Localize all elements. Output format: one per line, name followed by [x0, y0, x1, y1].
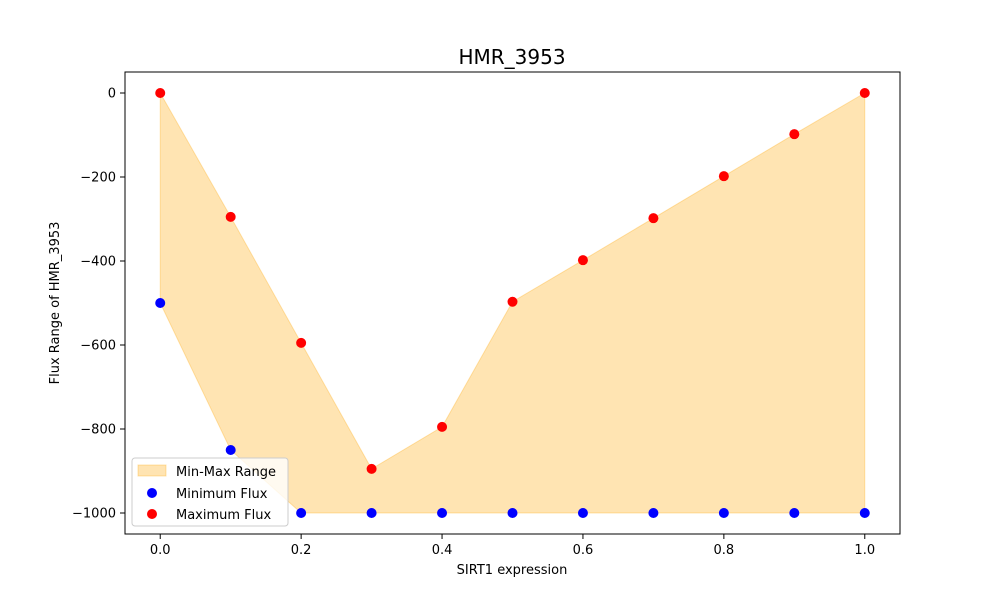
- x-tick-label-5: 1.0: [854, 543, 875, 558]
- min-flux-point-9: [789, 508, 800, 518]
- min-flux-point-7: [648, 508, 659, 518]
- max-flux-point-5: [507, 296, 518, 307]
- x-tick-label-0: 0.0: [150, 543, 171, 558]
- min-flux-point-8: [718, 508, 729, 518]
- min-flux-point-3: [366, 508, 377, 518]
- x-tick-label-3: 0.6: [573, 543, 594, 558]
- min-flux-point-0: [155, 298, 166, 308]
- x-axis-ticks: 0.0 0.2 0.4 0.6 0.8 1.0: [150, 534, 875, 558]
- x-tick-label-4: 0.8: [714, 543, 735, 558]
- max-flux-point-0: [155, 88, 166, 98]
- max-flux-point-10: [859, 88, 870, 98]
- x-axis-label: SIRT1 expression: [457, 563, 568, 578]
- y-tick-label-4: −800: [80, 423, 116, 438]
- min-flux-point-2: [296, 508, 307, 518]
- legend-label-min: Minimum Flux: [176, 487, 268, 502]
- min-flux-point-6: [577, 508, 588, 518]
- plot-frame: [124, 71, 901, 535]
- y-axis-ticks: 0 −200 −400 −600 −800 −1000: [72, 87, 125, 522]
- y-tick-label-3: −600: [80, 339, 116, 354]
- legend-swatch-range: [137, 464, 167, 477]
- min-flux-point-5: [507, 508, 518, 518]
- y-tick-label-1: −200: [80, 171, 116, 186]
- legend: Min-Max Range Minimum Flux Maximum Flux: [131, 457, 289, 527]
- legend-marker-min: [147, 488, 157, 498]
- legend-marker-max: [147, 509, 157, 519]
- legend-label-range: Min-Max Range: [176, 465, 276, 480]
- max-flux-point-7: [648, 213, 659, 224]
- y-axis-label: Flux Range of HMR_3953: [48, 222, 63, 385]
- x-tick-label-1: 0.2: [291, 543, 312, 558]
- max-flux-point-1: [225, 211, 236, 222]
- max-flux-point-8: [718, 171, 729, 182]
- y-tick-label-5: −1000: [72, 507, 116, 522]
- min-flux-point-4: [437, 508, 448, 518]
- data-points: [155, 88, 870, 518]
- min-flux-point-10: [859, 508, 870, 518]
- y-tick-label-2: −400: [80, 255, 116, 270]
- max-flux-point-3: [366, 463, 377, 474]
- max-flux-point-6: [577, 255, 588, 266]
- legend-box: [131, 457, 289, 527]
- y-tick-label-0: 0: [108, 87, 116, 102]
- legend-label-max: Maximum Flux: [176, 508, 272, 523]
- max-flux-point-4: [437, 421, 448, 432]
- chart-title: HMR_3953: [458, 45, 565, 69]
- max-flux-point-2: [296, 337, 307, 348]
- x-tick-label-2: 0.4: [432, 543, 453, 558]
- min-flux-point-1: [225, 445, 236, 455]
- max-flux-point-9: [789, 129, 800, 140]
